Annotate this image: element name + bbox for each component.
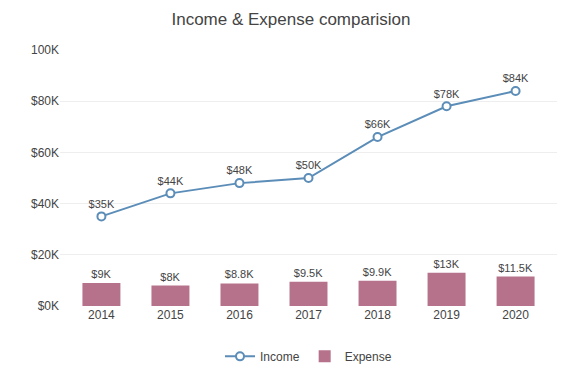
svg-text:$80K: $80K: [31, 94, 59, 108]
svg-text:$66K: $66K: [365, 118, 391, 130]
svg-text:$40K: $40K: [31, 197, 59, 211]
svg-text:$35K: $35K: [89, 198, 115, 210]
svg-text:$44K: $44K: [158, 175, 184, 187]
svg-text:$9.5K: $9.5K: [294, 267, 323, 279]
svg-text:$9K: $9K: [91, 268, 111, 280]
svg-text:2020: 2020: [502, 308, 529, 322]
svg-text:$9.9K: $9.9K: [363, 266, 392, 278]
svg-text:$11.5K: $11.5K: [498, 262, 533, 274]
svg-text:$48K: $48K: [227, 164, 253, 176]
svg-text:$13K: $13K: [433, 258, 459, 270]
svg-text:2018: 2018: [364, 308, 391, 322]
svg-text:2014: 2014: [88, 308, 115, 322]
svg-text:100K: 100K: [31, 43, 59, 57]
svg-text:2016: 2016: [226, 308, 253, 322]
svg-text:Expense: Expense: [345, 350, 392, 364]
svg-text:Income: Income: [260, 350, 300, 364]
svg-text:$20K: $20K: [31, 248, 59, 262]
svg-text:2015: 2015: [157, 308, 184, 322]
svg-text:$50K: $50K: [296, 159, 322, 171]
svg-text:2017: 2017: [295, 308, 322, 322]
svg-text:Income & Expense comparision: Income & Expense comparision: [171, 10, 410, 29]
svg-text:$84K: $84K: [503, 72, 529, 84]
svg-text:$78K: $78K: [434, 88, 460, 100]
svg-text:2019: 2019: [433, 308, 460, 322]
svg-text:$0K: $0K: [38, 299, 59, 313]
svg-text:$8.8K: $8.8K: [225, 268, 254, 280]
svg-text:$60K: $60K: [31, 146, 59, 160]
svg-text:$8K: $8K: [160, 271, 180, 283]
